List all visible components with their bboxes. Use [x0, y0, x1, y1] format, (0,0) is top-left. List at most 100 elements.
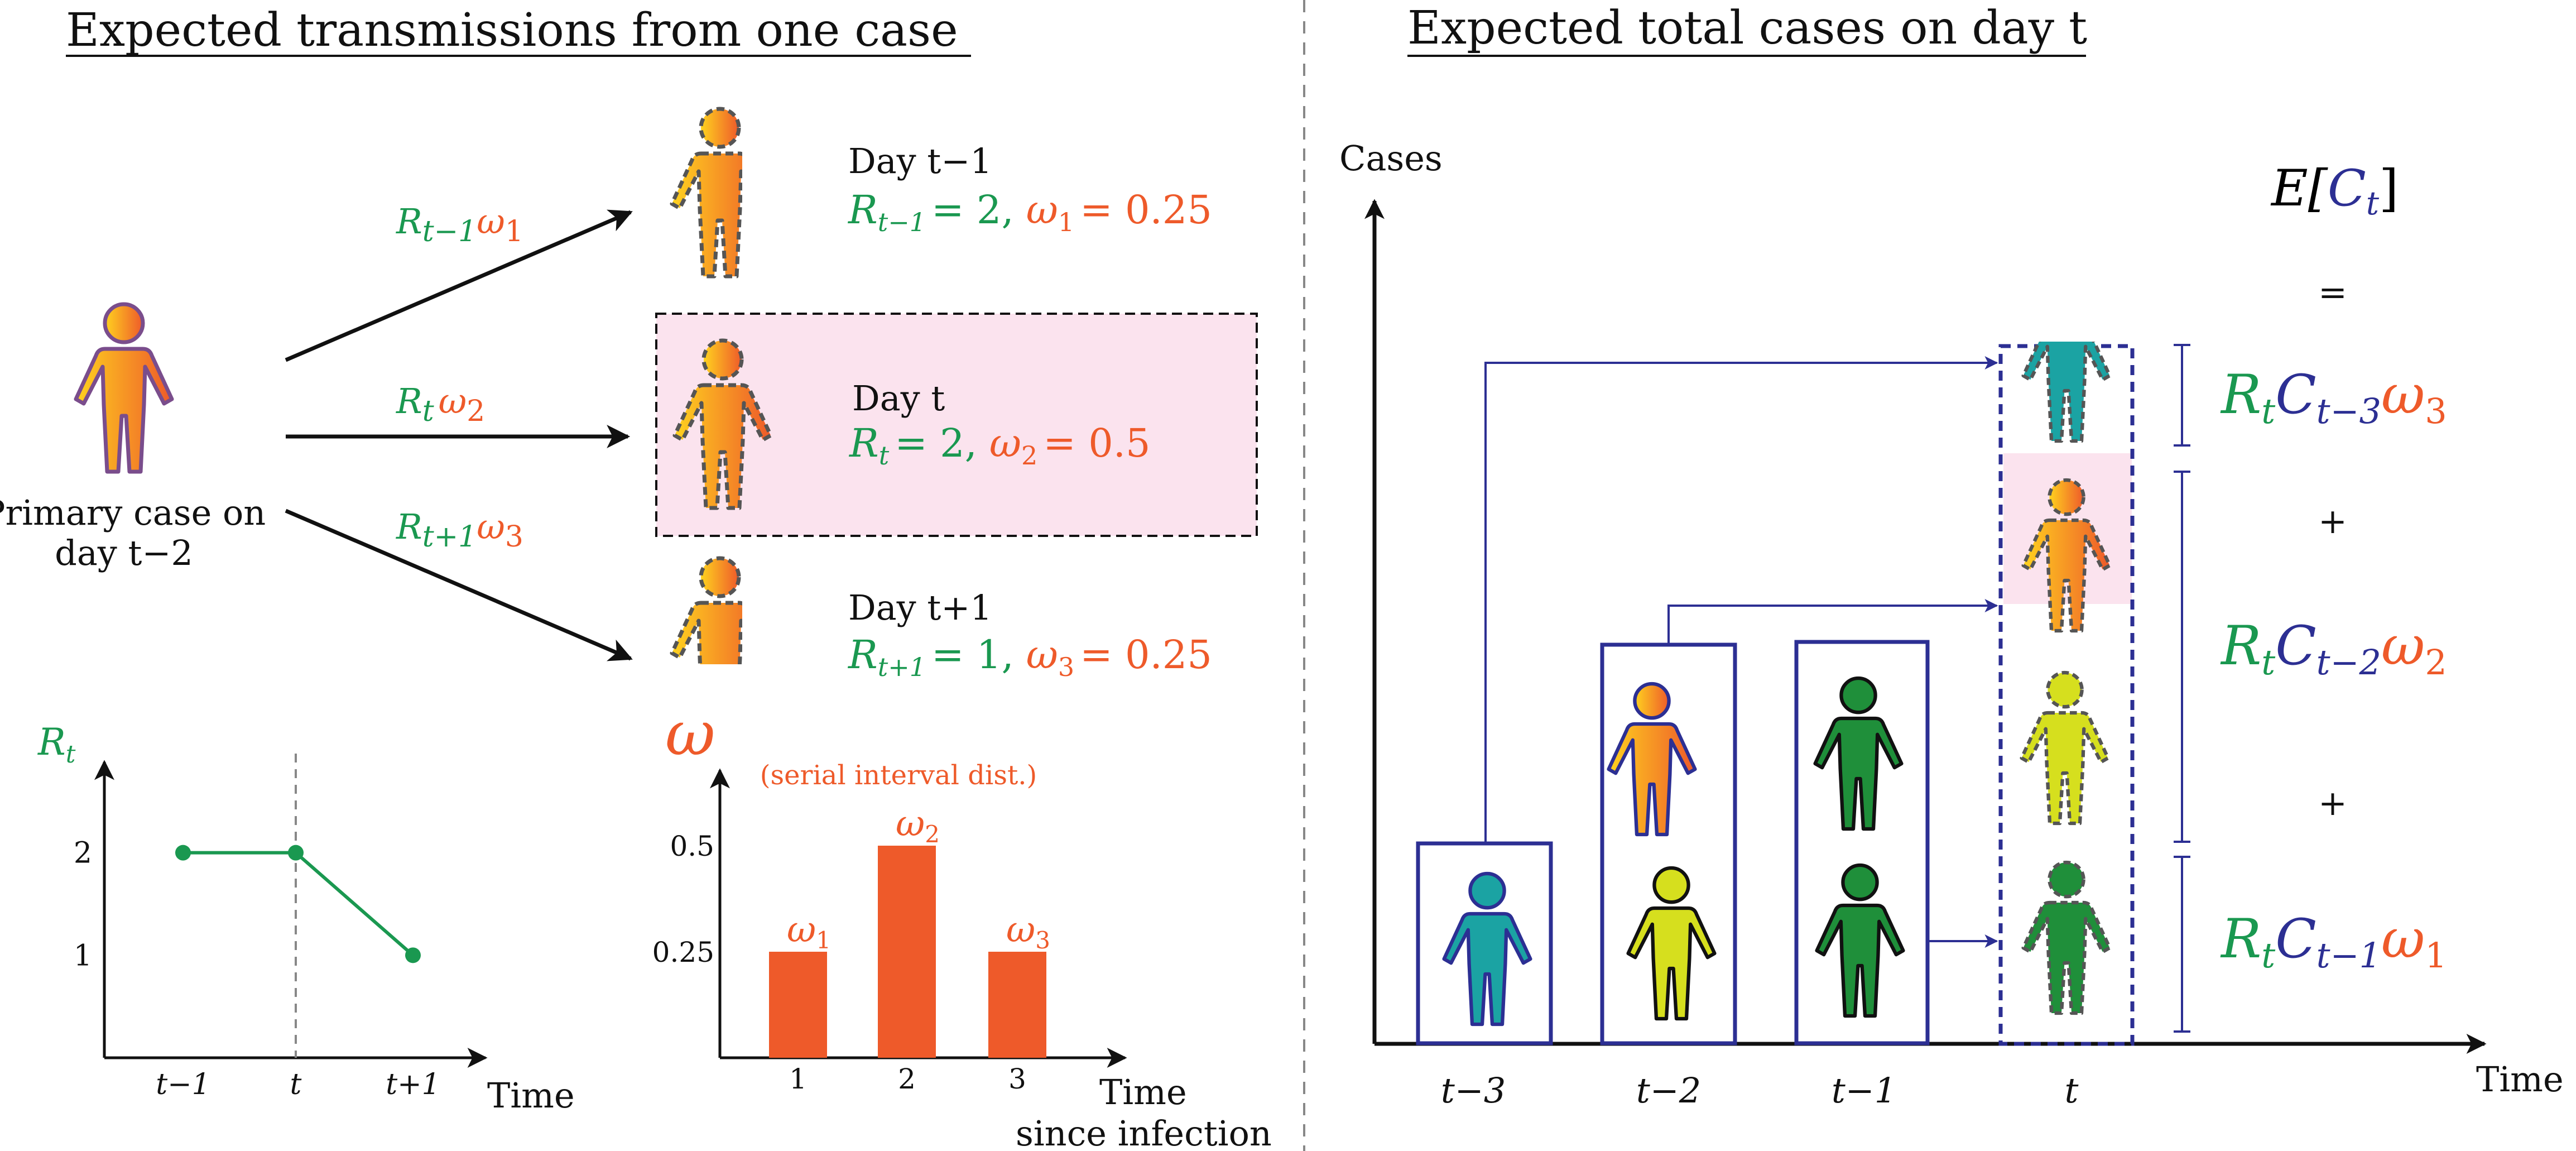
arrow-to-day-t-minus-1 — [285, 209, 633, 362]
plus-sign-2: + — [2318, 783, 2347, 823]
cases-tick-t: t — [2065, 1070, 2079, 1111]
omega-x-label-line2: since infection — [1016, 1113, 1272, 1151]
person-head — [699, 556, 741, 598]
arrow-label-2-r: R — [396, 381, 422, 421]
term-1-wsub: 3 — [2425, 391, 2447, 431]
day-3-w: ω — [1026, 632, 1058, 678]
expectation-close: ] — [2379, 159, 2399, 218]
bracket-term-3 — [2174, 856, 2190, 1033]
arrow-to-day-t-plus-1 — [285, 509, 633, 661]
day-2-w: ω — [989, 420, 1021, 466]
arrow-label-2-w: ω — [439, 381, 467, 421]
day-3-rval: = 1, — [931, 632, 1014, 678]
day-2-values: Rt = 2, ω2 = 0.5 — [848, 420, 1151, 471]
primary-case-person — [74, 302, 174, 474]
day-1-rval: = 2, — [931, 187, 1014, 233]
term-2-r: R — [2220, 615, 2261, 677]
arrow-label-2-rsub: t — [422, 395, 434, 428]
rt-x-tick-label: t+1 — [386, 1068, 440, 1101]
person-head — [1468, 871, 1506, 910]
cases-tick-t-minus-2: t−2 — [1636, 1070, 1701, 1111]
right-title: Expected total cases on day t — [1407, 2, 2087, 55]
day-t-plus-1-person — [670, 556, 742, 664]
plus-sign-1: + — [2318, 501, 2347, 541]
term-1-rsub: t — [2261, 391, 2275, 431]
term-1-w: ω — [2381, 363, 2425, 426]
term-1-c: C — [2275, 363, 2316, 426]
cases-x-label: Time — [2476, 1059, 2564, 1100]
rt-y-tick-label: 2 — [74, 837, 92, 870]
cases-tick-t-minus-3: t−3 — [1441, 1070, 1506, 1111]
omega-bar-label: ω1 — [787, 909, 831, 954]
person-head — [1841, 863, 1879, 901]
column-box-t — [1998, 344, 2135, 1046]
rt-chart: Rt Time 1 2 t−1 t t+1 — [37, 721, 575, 1116]
left-title: Expected transmissions from one case — [66, 4, 958, 57]
day-t-minus-1-person — [670, 107, 742, 279]
expectation-sub: t — [2366, 184, 2380, 222]
person-body — [2021, 342, 2112, 443]
term-3-w: ω — [2381, 908, 2425, 970]
rt-x-tick-label: t−1 — [156, 1068, 210, 1101]
arrow-label-3-w: ω — [477, 506, 505, 547]
omega-bar — [769, 952, 827, 1058]
rt-point — [405, 947, 421, 963]
omega-y-label: ω — [665, 698, 715, 769]
cases-tick-t-minus-1: t−1 — [1832, 1070, 1896, 1111]
term-3-r: R — [2220, 908, 2261, 970]
case-person-t-yellow — [2020, 670, 2110, 826]
expectation-e: E[ — [2270, 159, 2328, 218]
term-3-c: C — [2275, 908, 2316, 970]
cases-y-label: Cases — [1339, 138, 1443, 179]
rt-series-line — [183, 851, 414, 957]
day-2-wval: = 0.5 — [1043, 420, 1150, 466]
person-body — [1442, 912, 1532, 1027]
person-body — [1815, 903, 1905, 1018]
omega-x-tick-label: 1 — [789, 1063, 807, 1095]
person-body — [670, 151, 742, 279]
rt-x-label: Time — [487, 1075, 575, 1116]
day-1-r: R — [847, 187, 878, 233]
day-3-values: Rt+1 = 1, ω3 = 0.25 — [847, 632, 1212, 682]
arrow-label-1-wsub: 1 — [505, 215, 523, 248]
case-person-t-minus-1-upper — [1813, 676, 1904, 831]
bracket-term-2 — [2174, 471, 2190, 843]
rt-y-label-sub: t — [66, 740, 76, 769]
day-3-title: Day t+1 — [848, 587, 992, 628]
term-2-rsub: t — [2261, 642, 2275, 683]
arrow-label-1-r: R — [396, 201, 422, 242]
arrow-label-1-rsub: t−1 — [422, 215, 477, 248]
rt-y-label: Rt — [37, 721, 76, 769]
person-body — [74, 347, 174, 474]
person-body — [1813, 716, 1904, 831]
day-2-rval: = 2, — [895, 420, 977, 466]
expectation-c: C — [2328, 159, 2366, 218]
person-body — [1607, 722, 1697, 837]
day-2-r: R — [848, 420, 879, 466]
omega-bar — [988, 952, 1046, 1058]
term-1-r: R — [2220, 363, 2261, 426]
day-1-rsub: t−1 — [878, 207, 926, 237]
primary-case-label-line2: day t−2 — [55, 533, 193, 573]
day-1-wsub: 1 — [1058, 207, 1074, 237]
case-person-t-teal — [2021, 342, 2112, 443]
arrow-label-2-wsub: 2 — [467, 395, 485, 428]
rt-y-tick-label: 1 — [74, 939, 92, 972]
person-body — [670, 601, 742, 664]
column-box-t-minus-1 — [1794, 640, 1930, 1046]
term-3: RtCt−1ω1 — [2220, 908, 2447, 976]
arrow-label-3-wsub: 3 — [505, 520, 523, 554]
day-1-title: Day t−1 — [848, 141, 992, 181]
omega-bar-label: ω2 — [896, 803, 940, 848]
case-person-t-minus-1-lower — [1815, 863, 1905, 1018]
day-3-r: R — [847, 632, 878, 678]
omega-x-tick-label: 3 — [1008, 1063, 1026, 1095]
bracket-term-1 — [2174, 344, 2190, 447]
person-head — [2048, 478, 2085, 516]
equals-sign: = — [2318, 272, 2347, 313]
person-head — [699, 107, 741, 149]
person-body — [2020, 711, 2110, 826]
rt-x-tick-label: t — [290, 1068, 302, 1101]
arrow-label-3-r: R — [396, 506, 422, 547]
